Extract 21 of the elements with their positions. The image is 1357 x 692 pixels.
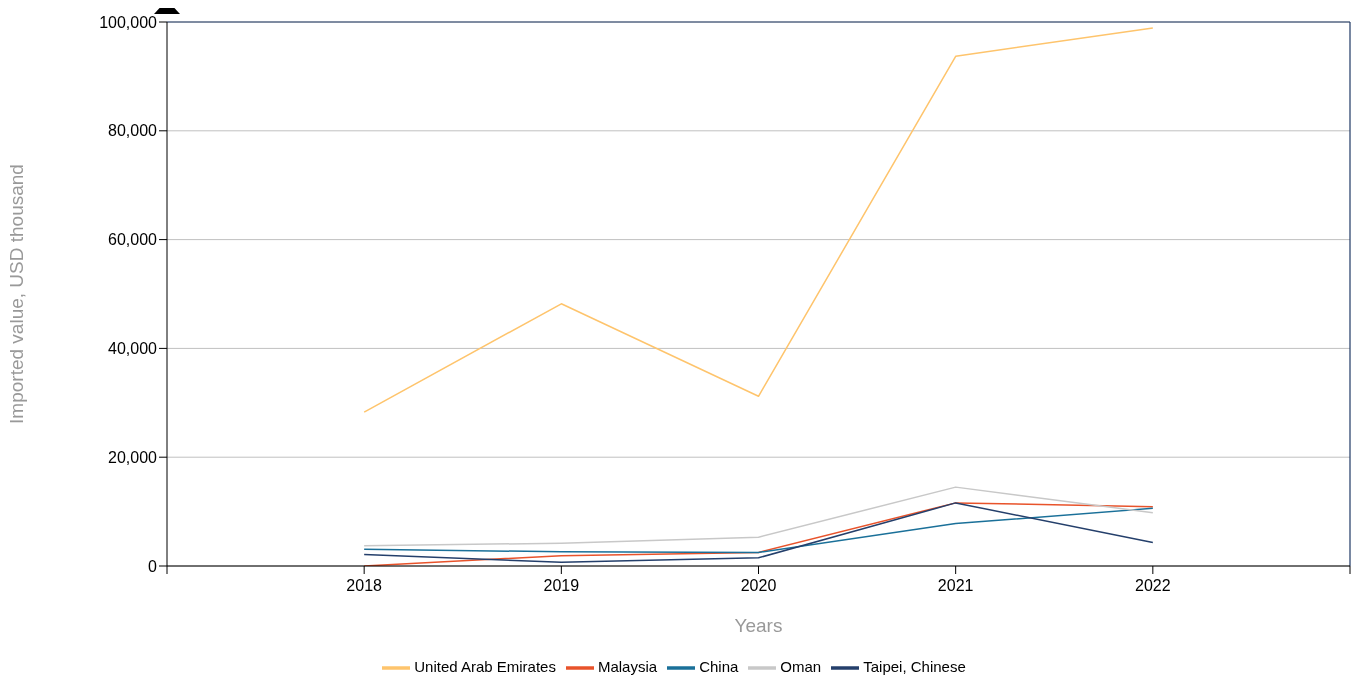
y-tick-label: 40,000 <box>108 340 158 358</box>
legend-label: Oman <box>780 657 822 675</box>
legend-label: United Arab Emirates <box>414 657 556 675</box>
legend-label: Taipei, Chinese <box>863 657 966 675</box>
x-tick-label: 2022 <box>1135 577 1171 595</box>
line-series <box>363 507 1154 554</box>
x-tick-label: 2019 <box>543 577 580 595</box>
x-tick-label: 2018 <box>346 577 383 595</box>
y-tick-label: 20,000 <box>108 448 158 466</box>
x-tick-label: 2020 <box>740 577 777 595</box>
y-axis-title: Imported value, USD thousand <box>5 164 27 424</box>
legend-label: China <box>699 657 739 675</box>
y-tick-label: 100,000 <box>99 13 158 31</box>
y-tick-label: 0 <box>148 557 158 575</box>
line-series <box>363 486 1154 547</box>
legend-label: Malaysia <box>597 657 658 675</box>
x-tick-label: 2021 <box>937 577 974 595</box>
x-axis-title: Years <box>734 615 783 636</box>
line-series <box>363 27 1154 413</box>
y-tick-label: 60,000 <box>108 231 158 249</box>
y-tick-label: 80,000 <box>108 122 158 140</box>
